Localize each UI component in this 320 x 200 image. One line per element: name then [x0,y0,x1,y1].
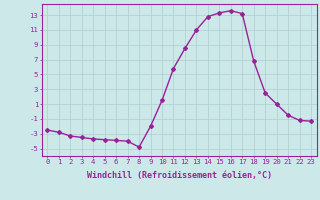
X-axis label: Windchill (Refroidissement éolien,°C): Windchill (Refroidissement éolien,°C) [87,171,272,180]
